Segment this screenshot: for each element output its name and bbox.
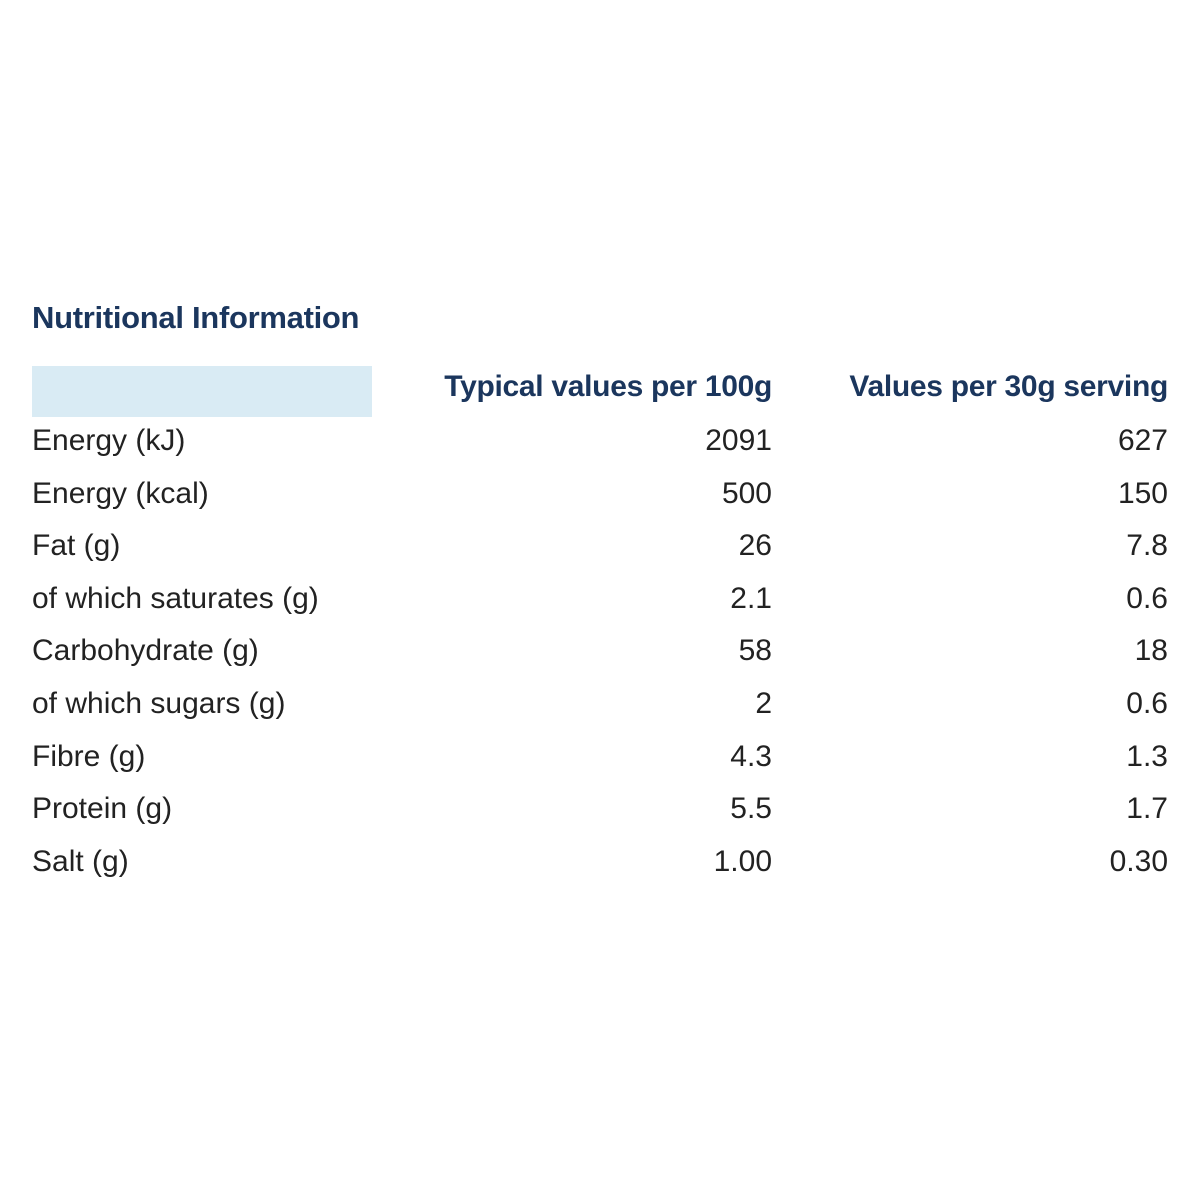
- table-row: Protein (g) 5.5 1.7: [32, 786, 1168, 839]
- nutrient-label: Energy (kcal): [32, 476, 209, 510]
- nutrient-label: Fibre (g): [32, 739, 146, 773]
- table-header-row: Typical values per 100g Values per 30g s…: [32, 366, 1168, 418]
- value-per-serving: 18: [1134, 634, 1168, 668]
- nutrition-table: Typical values per 100g Values per 30g s…: [32, 366, 1168, 891]
- nutrient-label: Carbohydrate (g): [32, 634, 259, 668]
- value-per-serving: 0.6: [1126, 686, 1168, 720]
- value-per-100g: 2091: [705, 424, 772, 457]
- table-row: of which saturates (g) 2.1 0.6: [32, 576, 1168, 629]
- nutrient-label: Energy (kJ): [32, 424, 186, 457]
- value-per-serving: 1.7: [1126, 792, 1168, 826]
- table-row: Fat (g) 26 7.8: [32, 523, 1168, 576]
- nutrient-label: Salt (g): [32, 844, 129, 878]
- value-per-100g: 2.1: [730, 581, 772, 615]
- value-per-serving: 627: [1117, 424, 1168, 457]
- table-row: Fibre (g) 4.3 1.3: [32, 734, 1168, 787]
- header-label-cell: [32, 366, 372, 417]
- table-row: Energy (kcal) 500 150: [32, 471, 1168, 524]
- value-per-serving: 7.8: [1126, 529, 1168, 563]
- value-per-serving: 0.6: [1126, 581, 1168, 615]
- nutrient-label: of which sugars (g): [32, 686, 286, 720]
- value-per-100g: 5.5: [730, 792, 772, 826]
- value-per-serving: 1.3: [1126, 739, 1168, 773]
- table-row: Carbohydrate (g) 58 18: [32, 628, 1168, 681]
- table-row: Energy (kJ) 2091 627: [32, 418, 1168, 471]
- table-row: Salt (g) 1.00 0.30: [32, 839, 1168, 892]
- value-per-100g: 1.00: [713, 844, 772, 878]
- value-per-100g: 500: [721, 476, 772, 510]
- nutrient-label: Protein (g): [32, 792, 173, 826]
- value-per-100g: 58: [738, 634, 772, 668]
- value-per-100g: 4.3: [730, 739, 772, 773]
- column-header-per-serving: Values per 30g serving: [849, 370, 1168, 403]
- nutrient-label: Fat (g): [32, 529, 121, 563]
- nutrient-label: of which saturates (g): [32, 581, 319, 615]
- value-per-100g: 2: [755, 686, 772, 720]
- page-title: Nutritional Information: [32, 300, 360, 335]
- value-per-serving: 0.30: [1109, 844, 1168, 878]
- column-header-per-100g: Typical values per 100g: [444, 370, 772, 403]
- value-per-100g: 26: [738, 529, 772, 563]
- table-row: of which sugars (g) 2 0.6: [32, 681, 1168, 734]
- value-per-serving: 150: [1117, 476, 1168, 510]
